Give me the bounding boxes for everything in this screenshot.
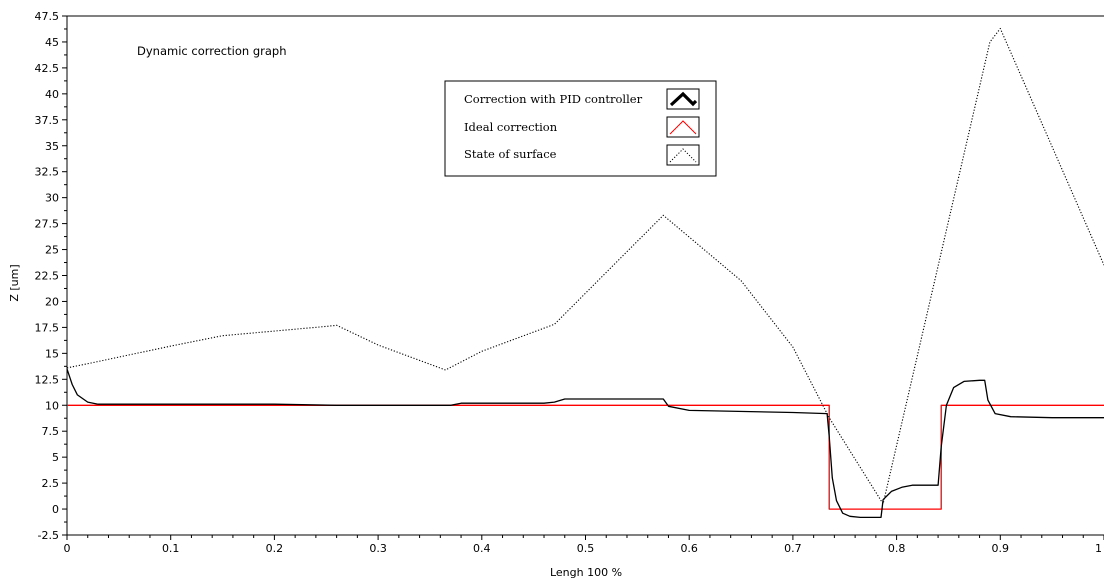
y-tick-label: 20 [45, 295, 59, 308]
y-tick-label: 42.5 [35, 62, 60, 75]
y-tick-label: 22.5 [35, 270, 60, 283]
x-axis-title: Lengh 100 % [550, 566, 622, 579]
y-tick-label: 40 [45, 88, 59, 101]
legend-label-pid: Correction with PID controller [464, 92, 643, 106]
x-tick-label: 0.1 [162, 542, 180, 555]
y-tick-label: 15 [45, 347, 59, 360]
legend-swatch-surface [666, 144, 700, 166]
y-tick-label: 7.5 [42, 425, 60, 438]
y-tick-label: 17.5 [35, 321, 60, 334]
series-line-1 [67, 404, 1104, 510]
y-tick-label: -2.5 [38, 529, 59, 542]
y-tick-label: 27.5 [35, 218, 60, 231]
x-tick-label: 0.7 [784, 542, 802, 555]
legend-label-surface: State of surface [464, 147, 557, 161]
x-axis-ticks: 0 0.1 0.2 0.3 0.4 0.5 0.6 0.7 0.8 0.9 1 [64, 535, 1104, 555]
chart-title: Dynamic correction graph [137, 44, 286, 58]
legend: Correction with PID controller Ideal cor… [444, 80, 717, 177]
x-tick-label: 0.8 [888, 542, 906, 555]
y-tick-label: 10 [45, 399, 59, 412]
y-tick-label: 12.5 [35, 373, 60, 386]
y-tick-label: 2.5 [42, 477, 60, 490]
series-layer [66, 27, 1104, 519]
y-tick-label: 45 [45, 36, 59, 49]
y-tick-label: 25 [45, 244, 59, 257]
y-tick-label: 0 [52, 503, 59, 516]
x-tick-label: 0.3 [369, 542, 387, 555]
y-tick-label: 30 [45, 192, 59, 205]
x-tick-label: 0.2 [266, 542, 284, 555]
legend-swatch-pid [666, 88, 700, 110]
y-tick-label: 47.5 [35, 10, 60, 23]
y-tick-label: 5 [52, 451, 59, 464]
x-tick-label: 0.4 [473, 542, 491, 555]
x-tick-label: 0.6 [680, 542, 698, 555]
y-tick-label: 35 [45, 140, 59, 153]
y-axis-title: Z [um] [8, 264, 21, 301]
legend-swatch-ideal [666, 116, 700, 138]
y-tick-label: 37.5 [35, 114, 60, 127]
x-tick-label: 1 [1095, 542, 1102, 555]
x-tick-label: 0.9 [992, 542, 1010, 555]
x-tick-label: 0 [64, 542, 71, 555]
y-tick-label: 32.5 [35, 166, 60, 179]
legend-label-ideal: Ideal correction [464, 120, 558, 134]
series-line-0 [66, 368, 1104, 519]
y-axis-ticks: -2.5 0 2.5 5 7.5 10 12.5 15 17.5 20 22.5 25 27.5 30 32… [35, 10, 67, 542]
x-tick-label: 0.5 [577, 542, 595, 555]
